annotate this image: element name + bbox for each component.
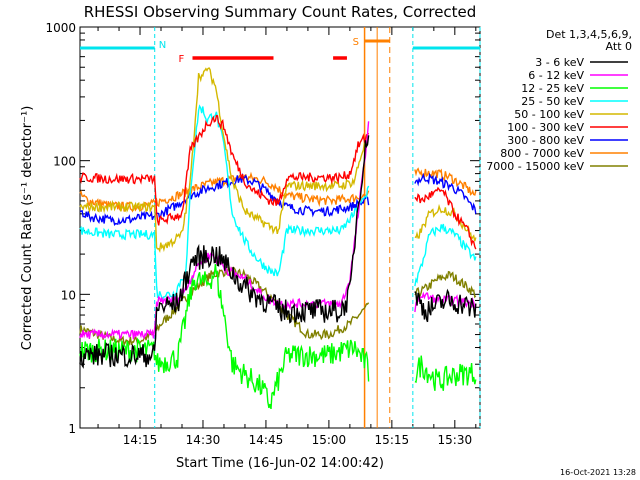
x-tick-label: 15:30	[438, 433, 473, 447]
series-line-7-b	[414, 172, 477, 214]
legend-label-8: 800 - 7000 keV	[500, 147, 584, 160]
legend-label-9: 7000 - 15000 keV	[486, 160, 584, 173]
legend-label-7: 300 - 800 keV	[507, 134, 584, 147]
saa-markers: S	[353, 27, 391, 428]
x-tick-label: 14:15	[123, 433, 158, 447]
tick-labels: 14:15 14:30 14:45 15:00 15:15 15:30 1 10 100 1000	[45, 21, 472, 447]
flare-markers: F	[178, 54, 347, 65]
y-tick-label: 1000	[45, 21, 76, 35]
x-tick-label: 14:45	[249, 433, 284, 447]
legend-header-attenuator: Att 0	[606, 40, 632, 53]
series-line-8-b	[414, 167, 477, 196]
legend-label-5: 50 - 100 keV	[514, 108, 584, 121]
series-line-3-a	[79, 263, 370, 410]
x-tick-label: 14:30	[186, 433, 221, 447]
x-axis-label: Start Time (16-Jun-02 14:00:42)	[176, 456, 384, 471]
series-line-9-a	[79, 265, 370, 348]
y-axis-label: Corrected Count Rate (s⁻¹ detector⁻¹)	[20, 106, 35, 351]
x-tick-label: 15:00	[312, 433, 347, 447]
series-line-1-a	[79, 135, 370, 369]
series-line-8-a	[79, 171, 370, 213]
series-line-6-b	[414, 186, 477, 250]
series-line-5-b	[414, 203, 477, 242]
series-line-1-b	[414, 288, 477, 323]
plot-frame	[79, 26, 481, 429]
legend-label-4: 25 - 50 keV	[521, 95, 584, 108]
chart-title: RHESSI Observing Summary Count Rates, Co…	[84, 3, 477, 21]
y-tick-label: 100	[53, 155, 76, 169]
night-markers: N	[80, 27, 481, 428]
y-tick-label: 10	[61, 288, 76, 302]
legend-label-6: 100 - 300 keV	[507, 121, 584, 134]
saa-label: S	[353, 37, 359, 48]
series-line-9-b	[414, 270, 477, 299]
night-label: N	[159, 40, 166, 51]
flare-label: F	[178, 54, 184, 65]
series-layer	[79, 67, 477, 410]
series-line-4-a	[79, 104, 370, 301]
legend-label-3: 12 - 25 keV	[521, 82, 584, 95]
series-line-4-b	[414, 223, 477, 287]
legend-label-2: 6 - 12 keV	[528, 69, 584, 82]
series-line-3-b	[414, 355, 477, 391]
plot-axes	[79, 26, 481, 429]
y-tick-label: 1	[68, 422, 76, 436]
date-stamp: 16-Oct-2021 13:28	[560, 468, 636, 477]
legend-header-detectors: Det 1,3,4,5,6,9,	[546, 28, 632, 41]
series-line-5-a	[79, 67, 370, 254]
series-line-6-a	[79, 114, 370, 226]
series-line-7-a	[79, 172, 370, 226]
x-tick-label: 15:15	[375, 433, 410, 447]
legend-label-1: 3 - 6 keV	[535, 56, 584, 69]
